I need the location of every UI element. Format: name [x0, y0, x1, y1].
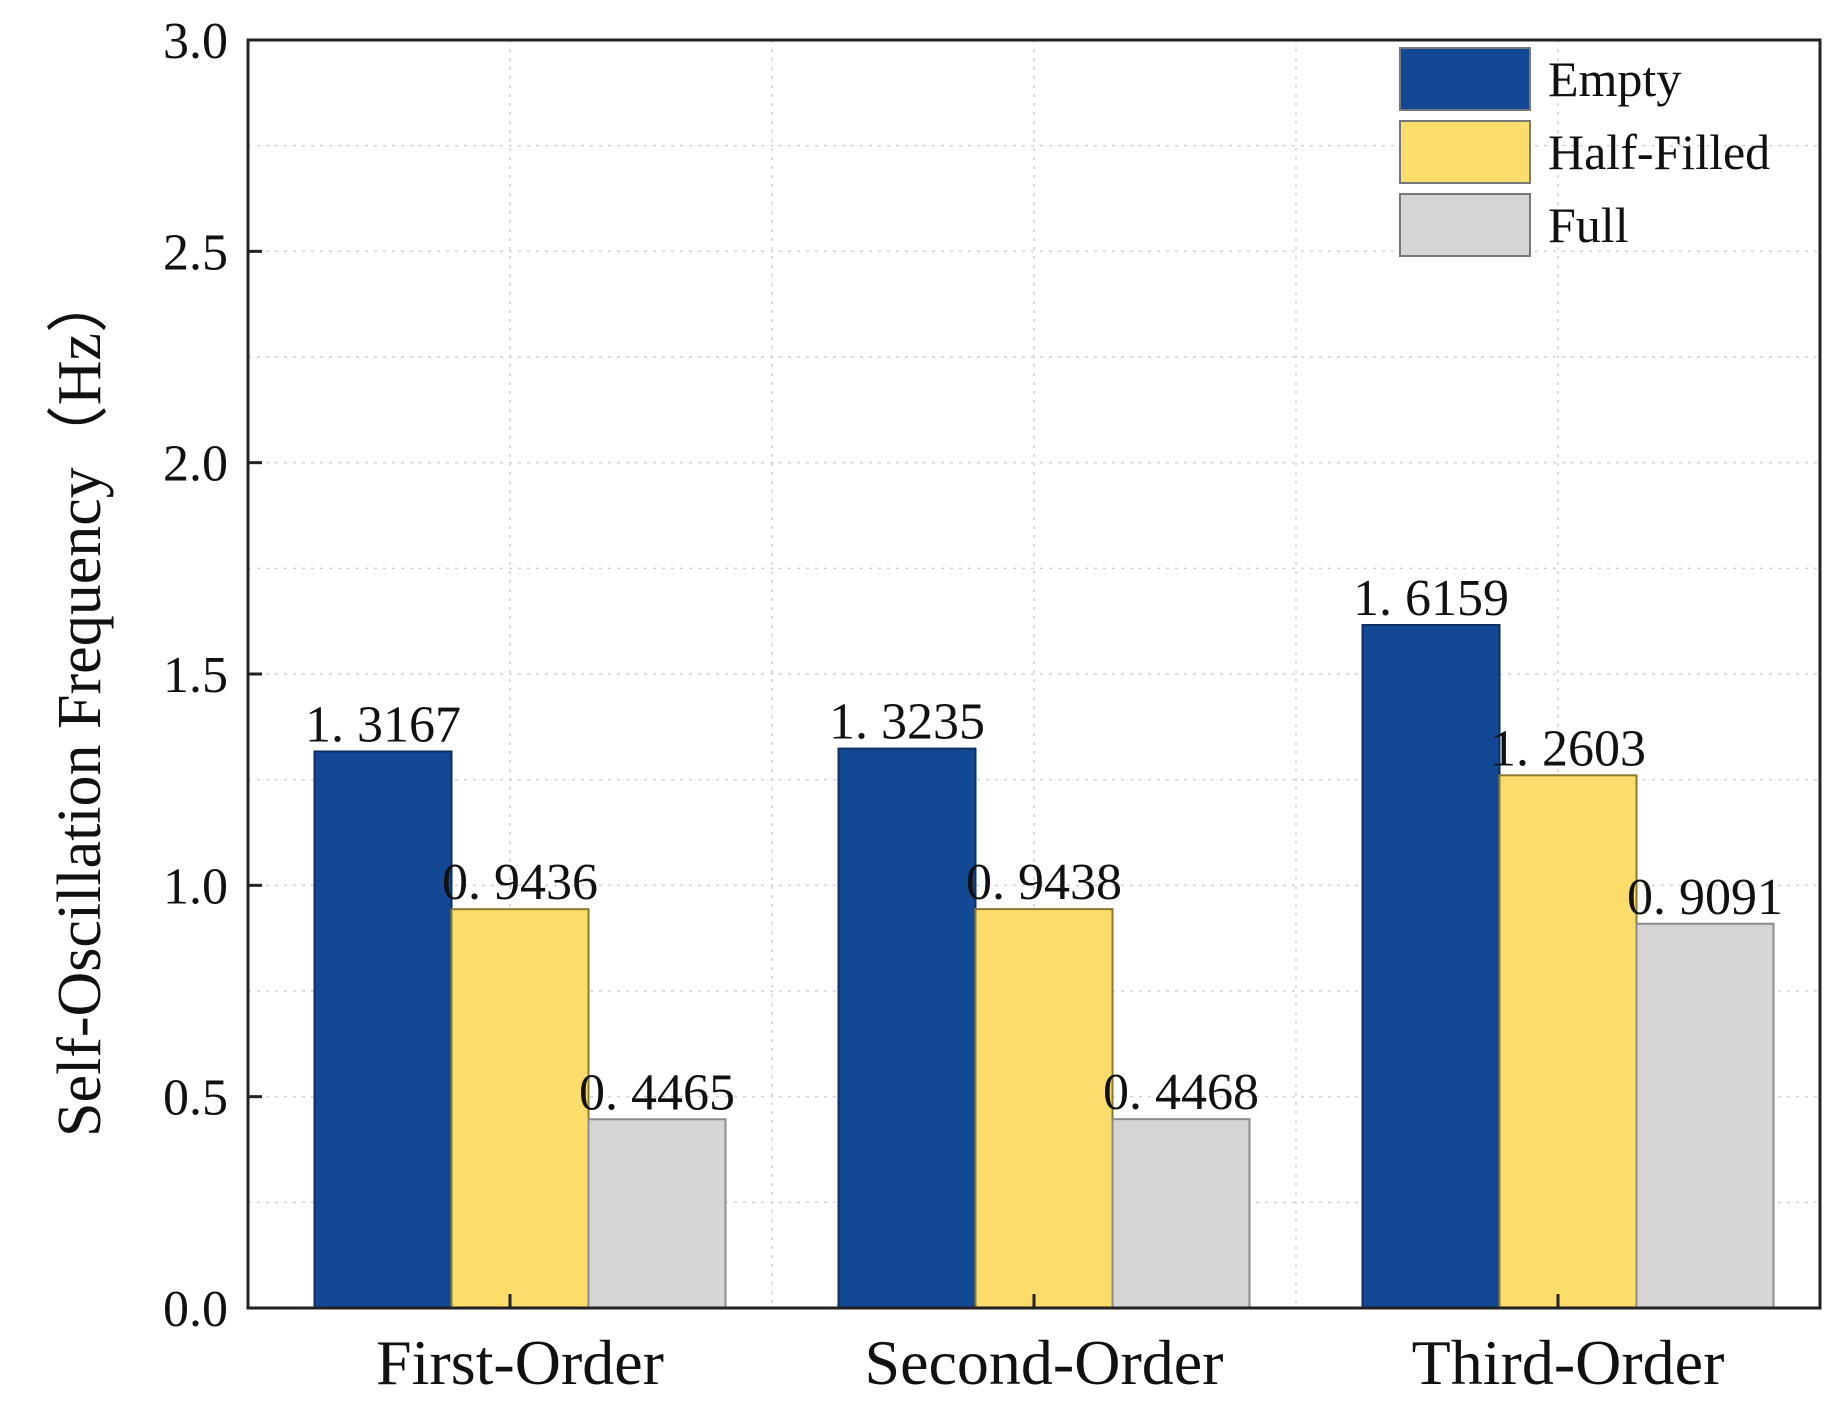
- bar-half-filled-2: [1498, 774, 1638, 1309]
- data-label: 1. 3167: [305, 696, 461, 753]
- data-label: 0. 9436: [442, 854, 598, 911]
- data-label: 0. 4468: [1103, 1064, 1259, 1121]
- bar-empty-2: [1361, 624, 1501, 1309]
- legend-swatch: [1399, 47, 1531, 111]
- y-tick-label: 1.0: [163, 858, 228, 915]
- data-label: 0. 9091: [1627, 869, 1783, 926]
- y-tick-label: 0.5: [163, 1070, 228, 1127]
- y-tick-label: 2.5: [163, 224, 228, 281]
- bar-full-1: [1111, 1118, 1251, 1310]
- y-tick-label: 2.0: [163, 436, 228, 493]
- legend-swatch: [1399, 120, 1531, 184]
- legend-label: Half-Filled: [1548, 124, 1770, 180]
- x-category-label: Second-Order: [865, 1327, 1224, 1398]
- data-label: 1. 3235: [829, 694, 985, 751]
- y-axis-title: Self-Oscillation Frequency（Hz）: [46, 271, 114, 1137]
- bar-half-filled-1: [974, 908, 1114, 1310]
- legend-label: Full: [1548, 197, 1629, 253]
- legend-label: Empty: [1548, 51, 1681, 107]
- data-labels-group: 1. 3167 0. 9436 0. 4465 1. 3235 0. 9438 0. 44…: [305, 570, 1783, 1121]
- data-label: 1. 6159: [1353, 570, 1509, 627]
- legend: Empty Half-Filled Full: [1399, 47, 1770, 257]
- bars-group: [313, 624, 1775, 1310]
- x-axis-labels: First-Order Second-Order Third-Order: [376, 1294, 1724, 1398]
- data-label: 0. 4465: [579, 1064, 735, 1121]
- bar-half-filled-0: [450, 908, 590, 1310]
- bar-full-0: [587, 1118, 727, 1309]
- y-tick-label: 3.0: [163, 13, 228, 70]
- y-axis-ticks: 0.0 0.5 1.0 1.5 2.0 2.5 3.0: [163, 13, 262, 1338]
- bar-full-2: [1635, 922, 1775, 1309]
- bar-empty-0: [313, 750, 453, 1309]
- x-category-label: First-Order: [376, 1327, 664, 1398]
- y-tick-label: 1.5: [163, 647, 228, 704]
- y-tick-label: 0.0: [163, 1281, 228, 1338]
- x-category-label: Third-Order: [1412, 1327, 1725, 1398]
- data-label: 0. 9438: [966, 854, 1122, 911]
- legend-swatch: [1399, 193, 1531, 257]
- bar-empty-1: [837, 747, 977, 1309]
- data-label: 1. 2603: [1490, 720, 1646, 777]
